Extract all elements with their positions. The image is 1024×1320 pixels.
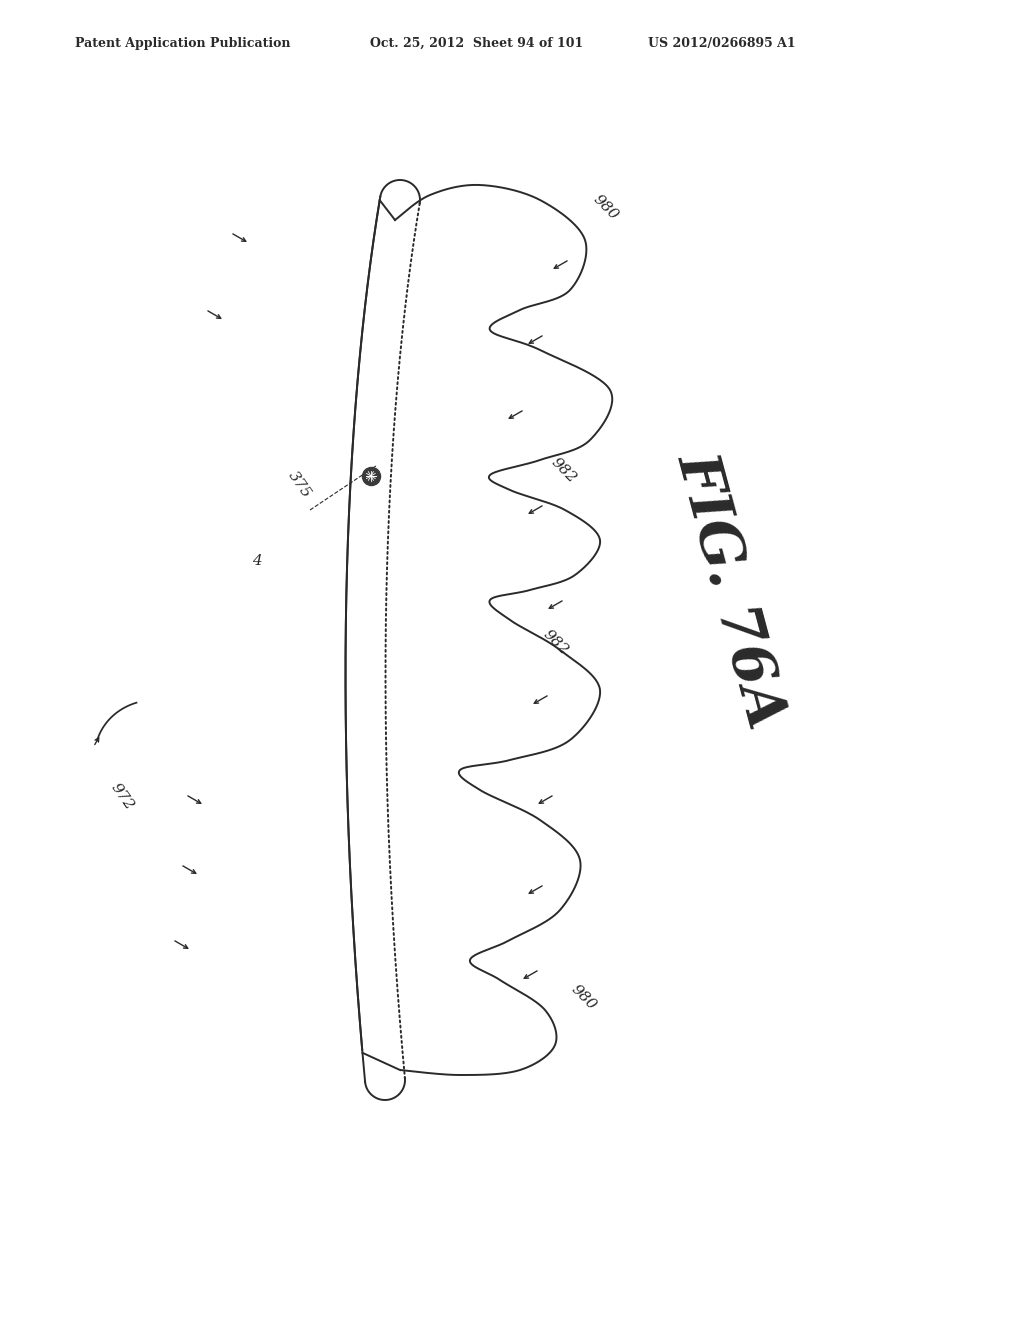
Text: 982: 982 (548, 455, 579, 486)
Text: 972: 972 (108, 781, 136, 813)
Text: US 2012/0266895 A1: US 2012/0266895 A1 (648, 37, 796, 50)
Text: FIG. 76A: FIG. 76A (666, 446, 794, 734)
Text: 375: 375 (285, 469, 313, 502)
Text: Oct. 25, 2012  Sheet 94 of 101: Oct. 25, 2012 Sheet 94 of 101 (370, 37, 584, 50)
Text: 4: 4 (252, 554, 262, 568)
Text: 980: 980 (590, 193, 621, 223)
Text: 980: 980 (568, 982, 599, 1012)
Text: 982: 982 (540, 627, 570, 657)
Text: Patent Application Publication: Patent Application Publication (75, 37, 291, 50)
